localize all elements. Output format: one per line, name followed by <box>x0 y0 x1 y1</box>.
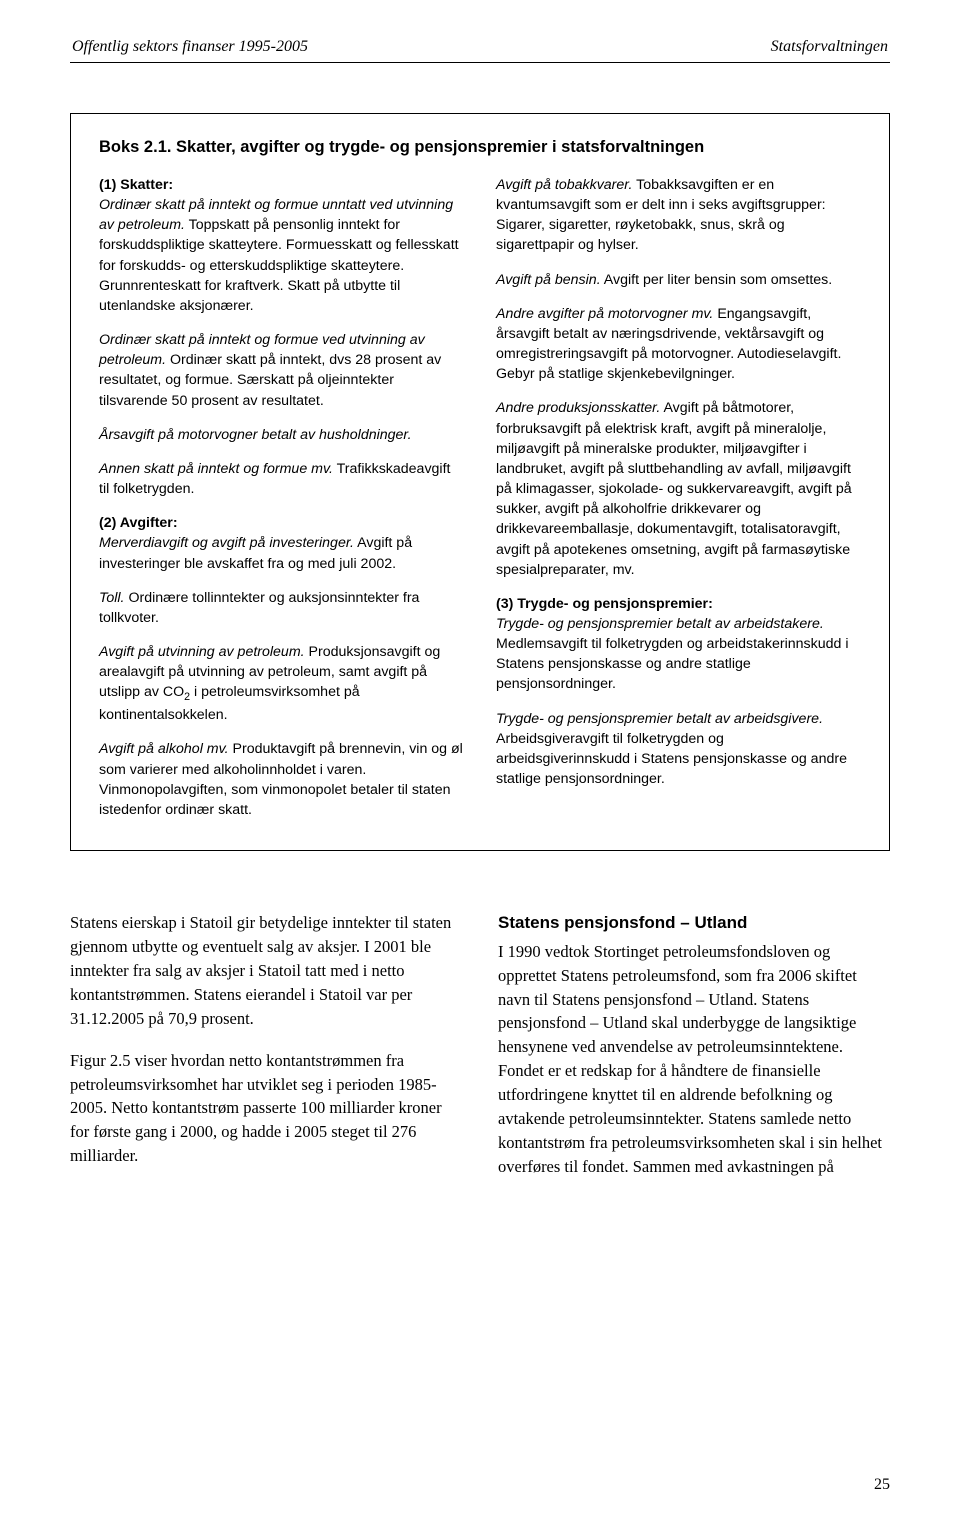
para-text: Ordinære tollinntekter og auksjonsinntek… <box>99 590 419 626</box>
italic-lead: Merverdiavgift og avgift på investeringe… <box>99 535 354 551</box>
header-right: Statsforvaltningen <box>771 38 888 56</box>
box-para: Andre produksjonsskatter. Avgift på båtm… <box>496 398 861 579</box>
italic-lead: Avgift på tobakkvarer. <box>496 177 632 193</box>
header-rule <box>70 62 890 63</box>
box-para: Toll. Ordinære tollinntekter og auksjons… <box>99 588 464 628</box>
box-title: Boks 2.1. Skatter, avgifter og trygde- o… <box>99 138 861 157</box>
italic-lead: Årsavgift på motorvogner betalt av husho… <box>99 427 412 443</box>
italic-lead: Andre avgifter på motorvogner mv. <box>496 306 713 322</box>
body-col-left: Statens eierskap i Statoil gir betydelig… <box>70 911 462 1197</box>
body-col-right: Statens pensjonsfond – Utland I 1990 ved… <box>498 911 890 1197</box>
box-para: Avgift på alkohol mv. Produktavgift på b… <box>99 739 464 820</box>
body-para: Statens eierskap i Statoil gir betydelig… <box>70 911 462 1031</box>
body-para: I 1990 vedtok Stortinget petroleumsfonds… <box>498 940 890 1179</box>
para-text: Avgift på båtmotorer, forbruksavgift på … <box>496 400 852 577</box>
box-para: Annen skatt på inntekt og formue mv. Tra… <box>99 459 464 499</box>
info-box: Boks 2.1. Skatter, avgifter og trygde- o… <box>70 113 890 851</box>
box-columns: (1) Skatter: Ordinær skatt på inntekt og… <box>99 175 861 820</box>
page-header: Offentlig sektors finanser 1995-2005 Sta… <box>70 38 890 56</box>
box-para: (1) Skatter: Ordinær skatt på inntekt og… <box>99 175 464 316</box>
section-label: (3) Trygde- og pensjonspremier: <box>496 596 713 612</box>
body-heading: Statens pensjonsfond – Utland <box>498 911 890 936</box>
italic-lead: Trygde- og pensjonspremier betalt av arb… <box>496 616 824 632</box>
box-para: Avgift på tobakkvarer. Tobakksavgiften e… <box>496 175 861 256</box>
italic-lead: Trygde- og pensjonspremier betalt av arb… <box>496 711 823 727</box>
box-col-right: Avgift på tobakkvarer. Tobakksavgiften e… <box>496 175 861 820</box>
header-left: Offentlig sektors finanser 1995-2005 <box>72 38 308 56</box>
box-para: (3) Trygde- og pensjonspremier: Trygde- … <box>496 594 861 695</box>
italic-lead: Annen skatt på inntekt og formue mv. <box>99 461 333 477</box>
body-para: Figur 2.5 viser hvordan netto kontantstr… <box>70 1049 462 1169</box>
para-text: Arbeidsgiveravgift til folketrygden og a… <box>496 731 847 787</box>
section-label: (1) Skatter: <box>99 177 173 193</box>
box-col-left: (1) Skatter: Ordinær skatt på inntekt og… <box>99 175 464 820</box>
box-para: Ordinær skatt på inntekt og formue ved u… <box>99 330 464 411</box>
box-para: Avgift på utvinning av petroleum. Produk… <box>99 642 464 725</box>
italic-lead: Andre produksjonsskatter. <box>496 400 660 416</box>
section-label: (2) Avgifter: <box>99 515 178 531</box>
para-text: Avgift per liter bensin som omsettes. <box>601 272 833 288</box>
page-number: 25 <box>874 1476 890 1494</box>
box-para: Årsavgift på motorvogner betalt av husho… <box>99 425 464 445</box>
box-para: Trygde- og pensjonspremier betalt av arb… <box>496 709 861 790</box>
italic-lead: Toll. <box>99 590 125 606</box>
italic-lead: Avgift på bensin. <box>496 272 601 288</box>
italic-lead: Avgift på alkohol mv. <box>99 741 229 757</box>
box-para: Andre avgifter på motorvogner mv. Engang… <box>496 304 861 385</box>
box-para: (2) Avgifter: Merverdiavgift og avgift p… <box>99 513 464 573</box>
italic-lead: Avgift på utvinning av petroleum. <box>99 644 305 660</box>
para-text: Medlemsavgift til folketrygden og arbeid… <box>496 636 849 692</box>
body-columns: Statens eierskap i Statoil gir betydelig… <box>70 911 890 1197</box>
box-para: Avgift på bensin. Avgift per liter bensi… <box>496 270 861 290</box>
